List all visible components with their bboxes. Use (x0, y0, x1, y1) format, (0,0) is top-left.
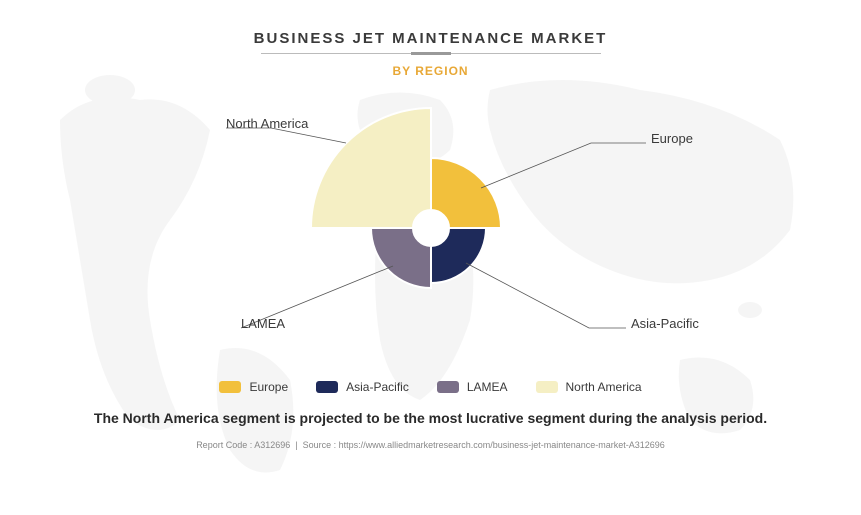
label-europe: Europe (651, 131, 693, 146)
legend-item-europe: Europe (219, 380, 288, 394)
title-underline (261, 53, 601, 54)
legend-swatch (437, 381, 459, 393)
label-lamea: LAMEA (241, 316, 285, 331)
legend-swatch (316, 381, 338, 393)
polar-chart-area: Europe Asia-Pacific LAMEA North America (131, 88, 731, 368)
legend-label: North America (566, 380, 642, 394)
label-north-america: North America (226, 116, 309, 131)
source-line: Report Code : A312696 | Source : https:/… (196, 440, 665, 450)
chart-subtitle: BY REGION (392, 64, 468, 78)
separator: | (293, 440, 303, 450)
chart-container: BUSINESS JET MAINTENANCE MARKET BY REGIO… (0, 0, 861, 515)
leader-line-asia-pacific (466, 263, 626, 328)
legend-label: LAMEA (467, 380, 508, 394)
legend-item-lamea: LAMEA (437, 380, 508, 394)
legend-swatch (536, 381, 558, 393)
polar-chart-svg: Europe Asia-Pacific LAMEA North America (131, 88, 731, 368)
legend-item-asia-pacific: Asia-Pacific (316, 380, 409, 394)
source-text: Source : https://www.alliedmarketresearc… (303, 440, 665, 450)
legend-item-north-america: North America (536, 380, 642, 394)
label-asia-pacific: Asia-Pacific (631, 316, 699, 331)
legend-swatch (219, 381, 241, 393)
segment-north-america (311, 108, 431, 228)
report-code: Report Code : A312696 (196, 440, 290, 450)
leader-line-europe (481, 143, 646, 188)
footer-insight-text: The North America segment is projected t… (94, 410, 767, 426)
chart-title: BUSINESS JET MAINTENANCE MARKET (254, 30, 608, 47)
legend-label: Asia-Pacific (346, 380, 409, 394)
center-hole (413, 210, 449, 246)
legend: Europe Asia-Pacific LAMEA North America (219, 380, 641, 394)
legend-label: Europe (249, 380, 288, 394)
